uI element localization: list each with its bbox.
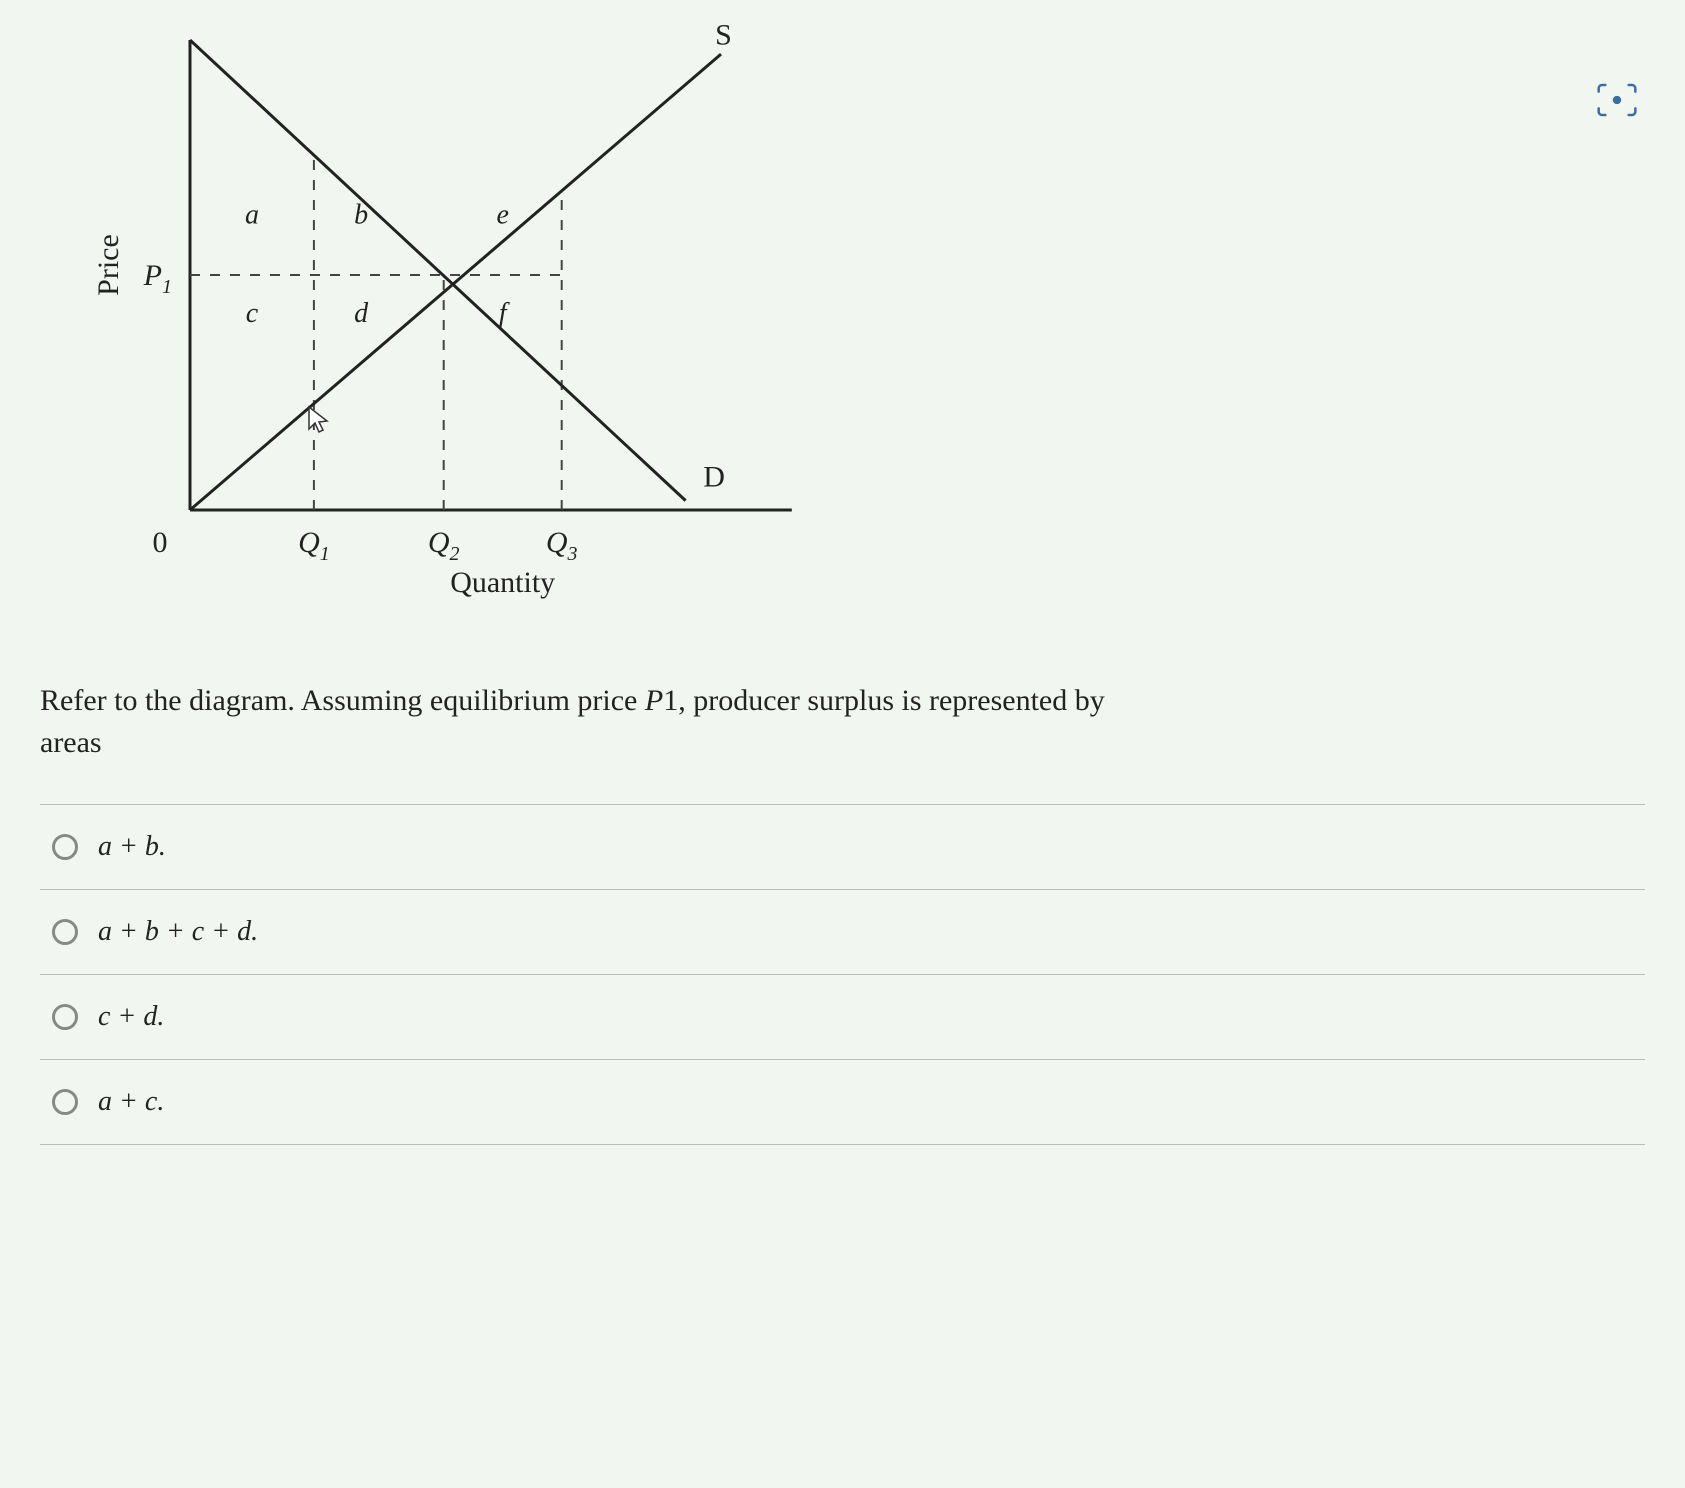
- svg-text:Q2: Q2: [428, 526, 460, 565]
- svg-text:0: 0: [153, 526, 168, 559]
- svg-text:Q1: Q1: [298, 526, 330, 565]
- answer-option-1[interactable]: a + b + c + d.: [40, 889, 1645, 974]
- option-label: a + c.: [98, 1086, 164, 1118]
- radio-icon[interactable]: [52, 1004, 78, 1030]
- svg-text:S: S: [715, 20, 732, 52]
- svg-text:Q3: Q3: [546, 526, 578, 565]
- svg-text:c: c: [246, 298, 259, 329]
- option-label: c + d.: [98, 1001, 164, 1033]
- question-sub1: 1: [663, 684, 678, 717]
- svg-text:a: a: [245, 199, 259, 230]
- option-label: a + b.: [98, 831, 166, 863]
- svg-text:d: d: [354, 298, 369, 329]
- svg-text:f: f: [499, 298, 510, 329]
- radio-icon[interactable]: [52, 1089, 78, 1115]
- answer-option-3[interactable]: a + c.: [40, 1059, 1645, 1145]
- svg-text:Quantity: Quantity: [450, 566, 555, 599]
- option-label: a + b + c + d.: [98, 916, 258, 948]
- svg-text:Price: Price: [92, 234, 125, 296]
- chart-svg: Q1 Q2 Q3 P1 S Da b e c d f 0 Quantity Price: [80, 20, 800, 600]
- question-text: Refer to the diagram. Assuming equilibri…: [40, 680, 1645, 764]
- answer-option-2[interactable]: c + d.: [40, 974, 1645, 1059]
- question-part2: , producer surplus is represented by: [678, 684, 1105, 717]
- question-part3: areas: [40, 726, 102, 759]
- radio-icon[interactable]: [52, 834, 78, 860]
- svg-text:P1: P1: [143, 259, 172, 298]
- lens-capture-icon[interactable]: [1597, 80, 1645, 128]
- answer-option-0[interactable]: a + b.: [40, 804, 1645, 889]
- svg-text:e: e: [496, 199, 508, 230]
- svg-text:D: D: [703, 461, 725, 494]
- question-part1: Refer to the diagram. Assuming equilibri…: [40, 684, 645, 717]
- svg-text:b: b: [354, 199, 368, 230]
- answer-options: a + b. a + b + c + d. c + d. a + c.: [40, 804, 1645, 1145]
- question-p: P: [645, 684, 663, 717]
- supply-demand-chart: Q1 Q2 Q3 P1 S Da b e c d f 0 Quantity Price: [80, 20, 800, 620]
- radio-icon[interactable]: [52, 919, 78, 945]
